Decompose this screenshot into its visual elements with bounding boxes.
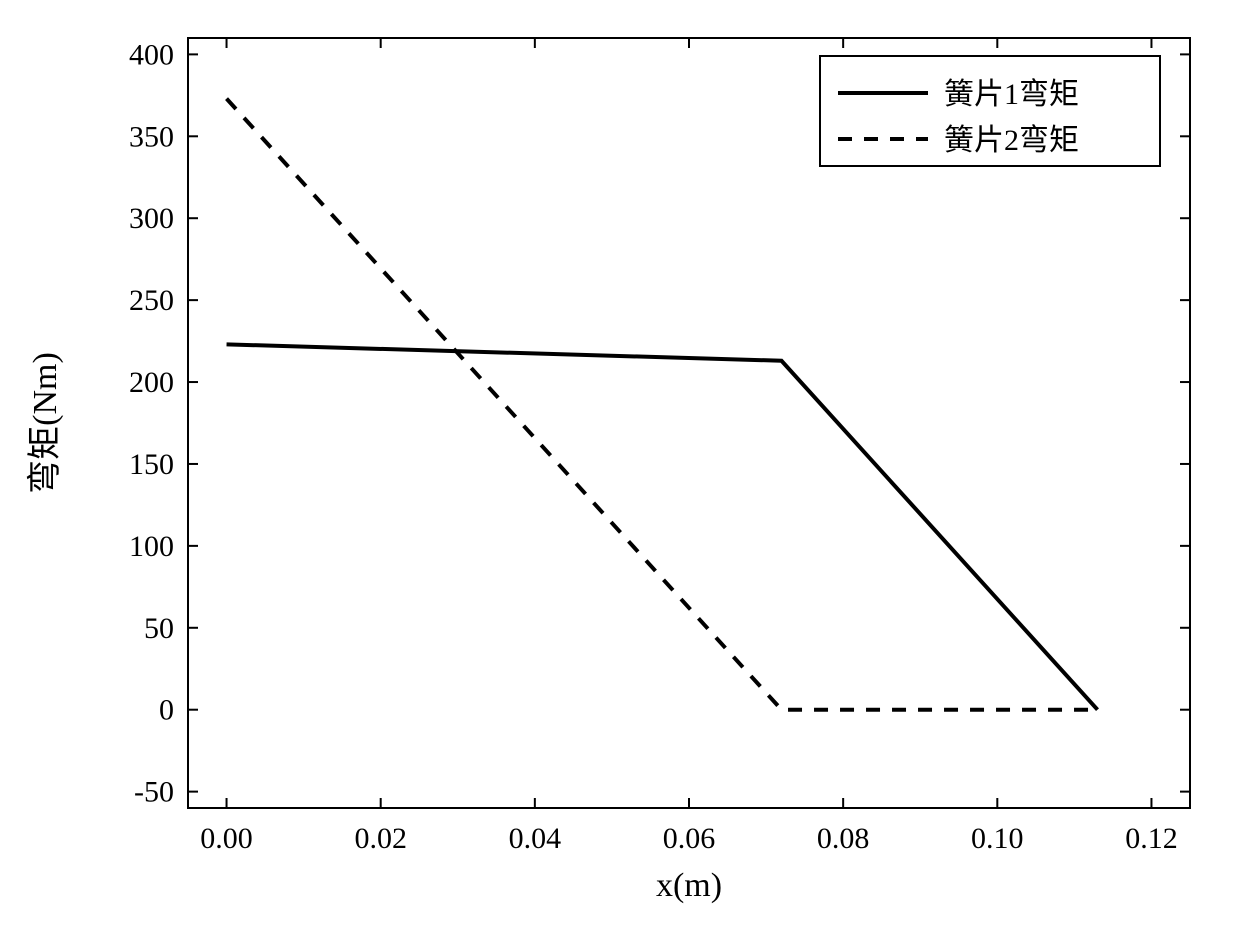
x-tick-label: 0.12 xyxy=(1125,822,1178,855)
x-tick-label: 0.04 xyxy=(509,822,562,855)
y-tick-label: 200 xyxy=(129,366,174,399)
legend-label-2: 簧片2弯矩 xyxy=(944,124,1079,157)
y-tick-label: 350 xyxy=(129,120,174,153)
chart-container: 0.00 0.02 0.04 0.06 0.08 0.10 0.12 -50 0 50 100 150… xyxy=(0,0,1240,926)
y-tick-label: 300 xyxy=(129,202,174,235)
y-tick-label: -50 xyxy=(134,776,174,809)
legend-label-1: 簧片1弯矩 xyxy=(944,78,1079,111)
y-tick-label: 150 xyxy=(129,448,174,481)
y-tick-label: 400 xyxy=(129,38,174,71)
x-tick-label: 0.06 xyxy=(663,822,716,855)
x-tick-label: 0.10 xyxy=(971,822,1024,855)
y-axis-label: 弯矩(Nm) xyxy=(26,352,64,494)
x-tick-label: 0.00 xyxy=(200,822,253,855)
x-axis-label: x(m) xyxy=(656,867,722,904)
y-tick-label: 0 xyxy=(159,694,174,727)
y-tick-label: 250 xyxy=(129,284,174,317)
x-tick-label: 0.02 xyxy=(354,822,407,855)
y-tick-label: 50 xyxy=(144,612,174,645)
line-chart: 0.00 0.02 0.04 0.06 0.08 0.10 0.12 -50 0 50 100 150… xyxy=(0,0,1240,926)
y-tick-label: 100 xyxy=(129,530,174,563)
x-tick-label: 0.08 xyxy=(817,822,870,855)
